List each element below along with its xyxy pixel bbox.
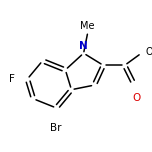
Text: Me: Me [80,21,95,31]
Text: O: O [132,93,140,104]
Text: OH: OH [145,47,152,57]
Text: N: N [79,41,88,51]
Text: F: F [9,74,14,84]
Text: Br: Br [50,123,62,133]
